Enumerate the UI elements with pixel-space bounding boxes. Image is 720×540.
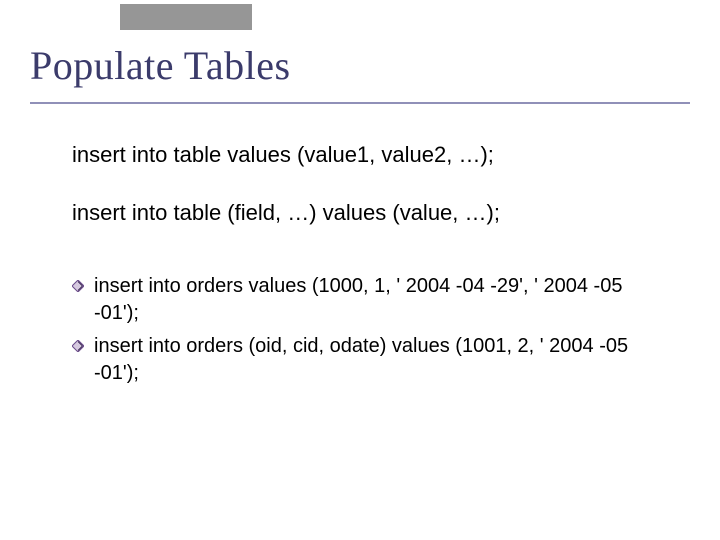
title-underline — [30, 102, 690, 104]
syntax-line-2: insert into table (field, …) values (val… — [72, 198, 672, 228]
slide-body: insert into table values (value1, value2… — [72, 140, 672, 393]
example-text: insert into orders (oid, cid, odate) val… — [94, 333, 654, 387]
header-shadow-box — [120, 4, 252, 30]
slide-title: Populate Tables — [30, 42, 291, 89]
list-item: insert into orders values (1000, 1, ' 20… — [72, 273, 672, 327]
list-item: insert into orders (oid, cid, odate) val… — [72, 333, 672, 387]
examples-list: insert into orders values (1000, 1, ' 20… — [72, 273, 672, 387]
diamond-bullet-icon — [72, 340, 84, 352]
syntax-line-1: insert into table values (value1, value2… — [72, 140, 672, 170]
diamond-bullet-icon — [72, 280, 84, 292]
slide: Populate Tables insert into table values… — [0, 0, 720, 540]
example-text: insert into orders values (1000, 1, ' 20… — [94, 273, 654, 327]
